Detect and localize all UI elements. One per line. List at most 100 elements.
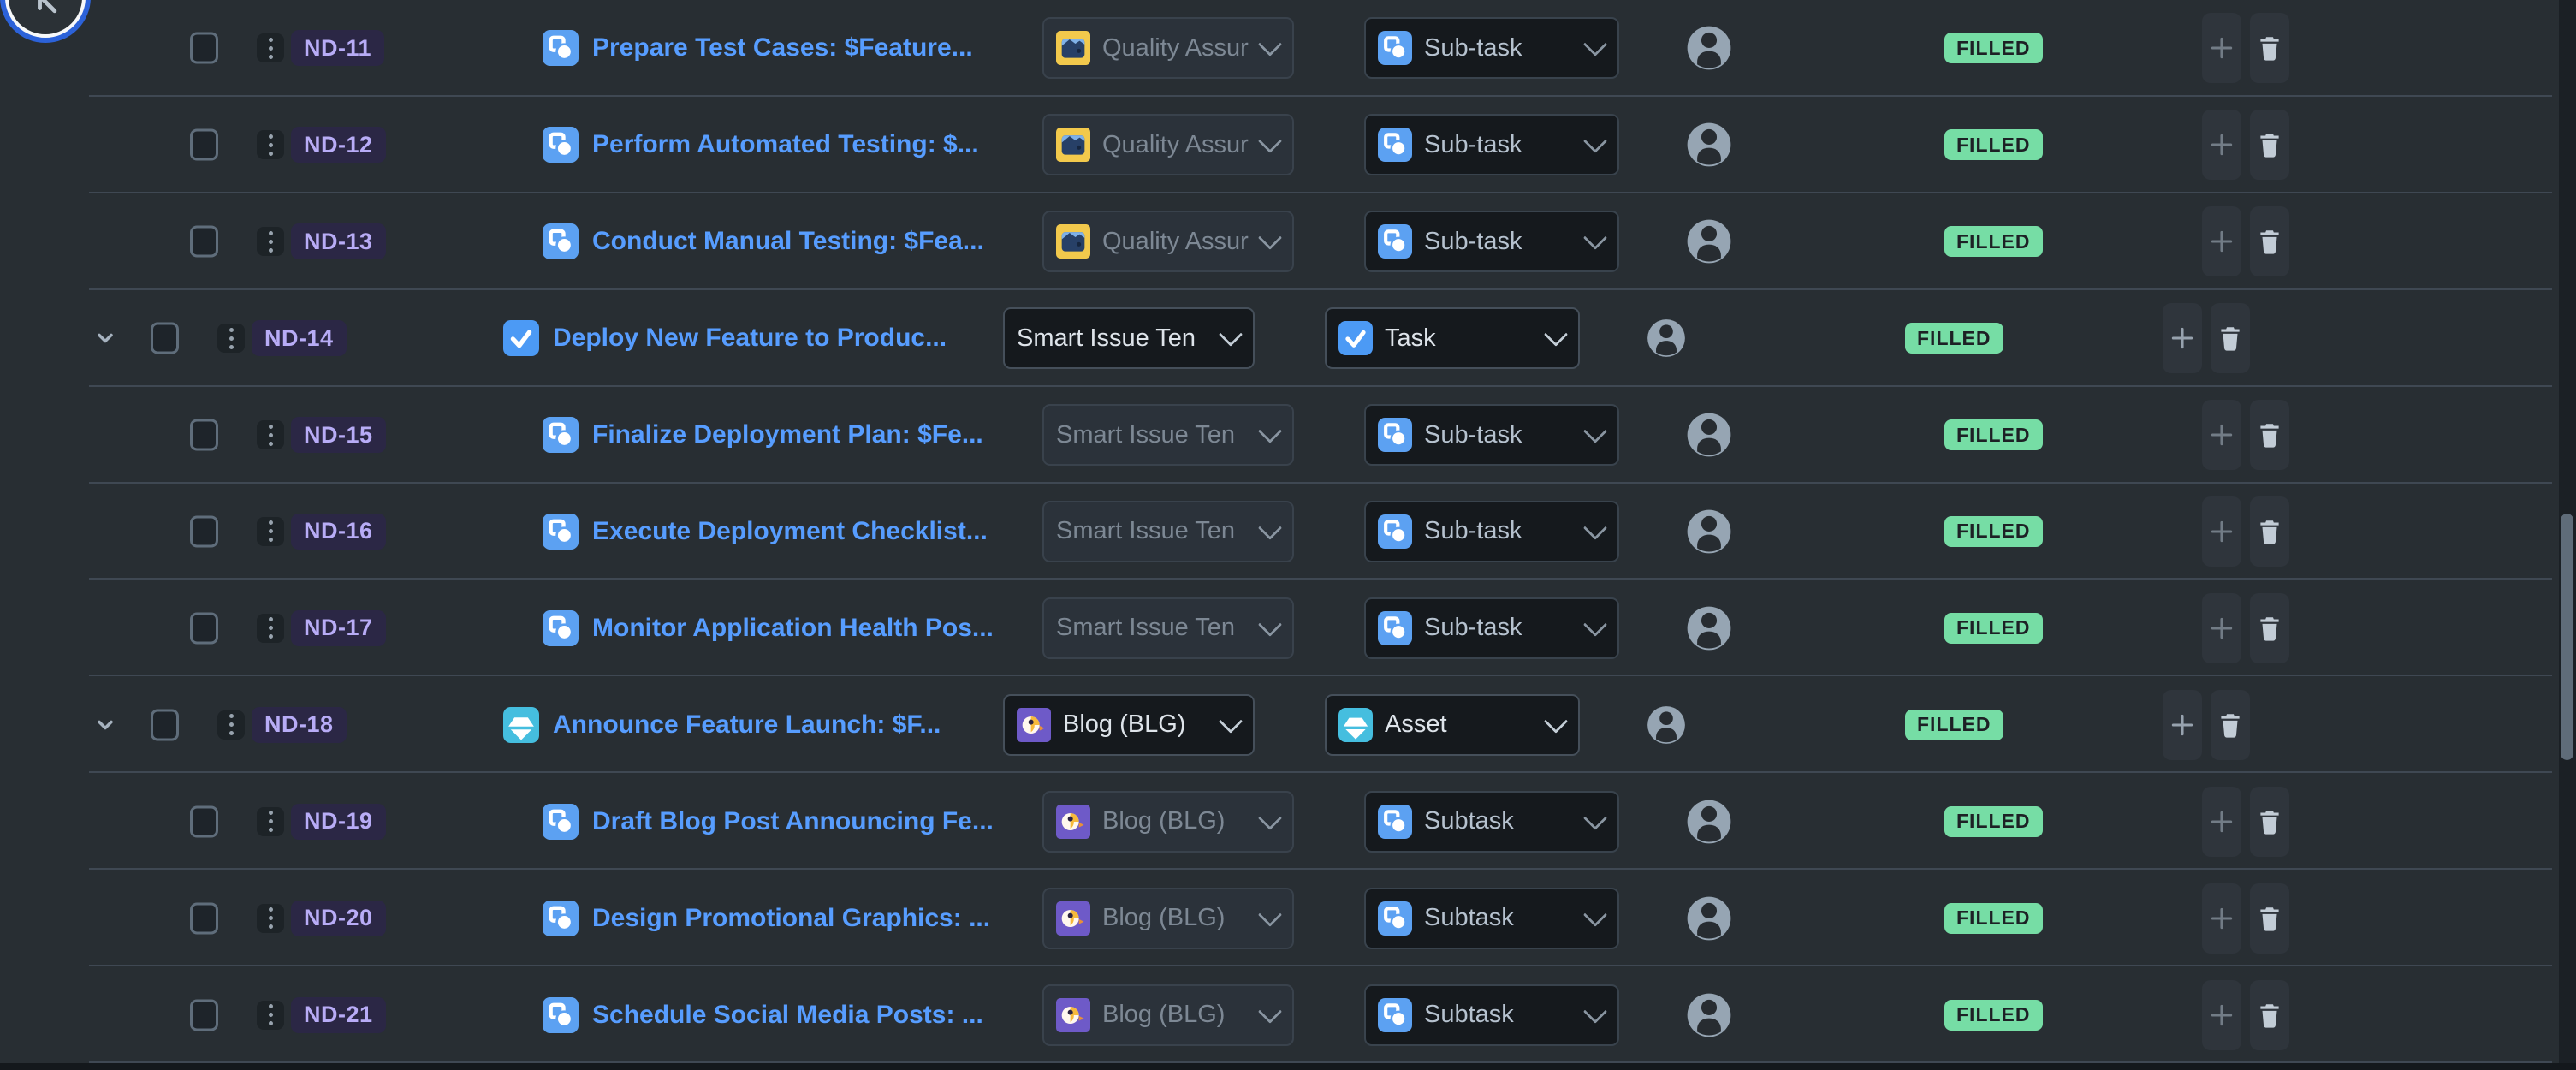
issue-type-select[interactable]: Asset — [1325, 693, 1580, 756]
delete-row-button[interactable] — [2250, 786, 2289, 857]
issue-title-link[interactable]: Perform Automated Testing: $... — [592, 130, 979, 159]
delete-row-button[interactable] — [2250, 13, 2289, 84]
add-subtask-button[interactable] — [2202, 979, 2241, 1050]
drag-handle-icon[interactable] — [257, 613, 284, 643]
assignee-avatar[interactable] — [1684, 217, 1734, 266]
issue-type-select[interactable]: Sub-task — [1364, 17, 1619, 80]
issue-type-select[interactable]: Sub-task — [1364, 597, 1619, 659]
add-subtask-button[interactable] — [2163, 303, 2202, 374]
project-select[interactable]: Quality Assur — [1042, 17, 1294, 80]
assignee-avatar[interactable] — [1684, 120, 1734, 169]
row-select-checkbox[interactable] — [190, 515, 218, 548]
assignee-avatar[interactable] — [1684, 410, 1734, 460]
issue-title-link[interactable]: Finalize Deployment Plan: $Fe... — [592, 420, 983, 449]
drag-handle-icon[interactable] — [217, 324, 245, 354]
issue-type-select[interactable]: Task — [1325, 307, 1580, 370]
assignee-avatar[interactable] — [1684, 990, 1734, 1040]
issue-type-select[interactable]: Sub-task — [1364, 211, 1619, 273]
row-select-checkbox[interactable] — [151, 709, 179, 741]
assignee-avatar[interactable] — [1684, 23, 1734, 73]
issue-key-link[interactable]: ND-19 — [291, 803, 386, 840]
drag-handle-icon[interactable] — [257, 420, 284, 450]
issue-key-link[interactable]: ND-12 — [291, 127, 386, 163]
drag-handle-icon[interactable] — [257, 227, 284, 257]
drag-handle-icon[interactable] — [257, 516, 284, 546]
drag-handle-icon[interactable] — [257, 33, 284, 63]
row-select-checkbox[interactable] — [190, 225, 218, 258]
project-select[interactable]: Blog (BLG) — [1003, 693, 1255, 756]
delete-row-button[interactable] — [2250, 496, 2289, 567]
row-expand-chevron-down-icon[interactable] — [92, 712, 118, 738]
drag-handle-icon[interactable] — [257, 903, 284, 933]
issue-key-link[interactable]: ND-14 — [252, 320, 347, 357]
issue-type-select[interactable]: Subtask — [1364, 984, 1619, 1046]
delete-row-button[interactable] — [2250, 400, 2289, 471]
issue-title-link[interactable]: Schedule Social Media Posts: ... — [592, 1000, 983, 1029]
issue-title-link[interactable]: Monitor Application Health Pos... — [592, 613, 994, 642]
issue-title-link[interactable]: Announce Feature Launch: $F... — [553, 710, 941, 739]
delete-row-button[interactable] — [2250, 110, 2289, 181]
row-select-checkbox[interactable] — [190, 32, 218, 64]
row-select-checkbox[interactable] — [151, 322, 179, 354]
project-select[interactable]: Quality Assur — [1042, 114, 1294, 176]
delete-row-button[interactable] — [2250, 592, 2289, 663]
issue-type-select[interactable]: Sub-task — [1364, 114, 1619, 176]
issue-type-select[interactable]: Subtask — [1364, 790, 1619, 853]
drag-handle-icon[interactable] — [257, 1000, 284, 1030]
issue-key-link[interactable]: ND-17 — [291, 609, 386, 646]
assignee-avatar[interactable] — [1684, 797, 1734, 847]
assignee-avatar[interactable] — [1684, 603, 1734, 653]
drag-handle-icon[interactable] — [257, 806, 284, 836]
add-subtask-button[interactable] — [2202, 496, 2241, 567]
issue-key-link[interactable]: ND-21 — [291, 996, 386, 1033]
project-select[interactable]: Blog (BLG) — [1042, 887, 1294, 949]
issue-title-link[interactable]: Execute Deployment Checklist... — [592, 516, 988, 545]
project-select[interactable]: Smart Issue Ten — [1003, 307, 1255, 370]
add-subtask-button[interactable] — [2202, 786, 2241, 857]
row-select-checkbox[interactable] — [190, 612, 218, 645]
issue-title-link[interactable]: Design Promotional Graphics: ... — [592, 903, 991, 932]
issue-key-link[interactable]: ND-11 — [291, 30, 385, 67]
row-select-checkbox[interactable] — [190, 999, 218, 1031]
row-select-checkbox[interactable] — [190, 805, 218, 838]
issue-type-select[interactable]: Sub-task — [1364, 500, 1619, 562]
project-select[interactable]: Smart Issue Ten — [1042, 404, 1294, 467]
add-subtask-button[interactable] — [2202, 110, 2241, 181]
issue-title-link[interactable]: Prepare Test Cases: $Feature... — [592, 33, 973, 62]
assignee-avatar[interactable] — [1645, 704, 1688, 746]
delete-row-button[interactable] — [2250, 206, 2289, 277]
row-select-checkbox[interactable] — [190, 902, 218, 935]
add-subtask-button[interactable] — [2202, 592, 2241, 663]
add-subtask-button[interactable] — [2163, 689, 2202, 760]
issue-title-link[interactable]: Conduct Manual Testing: $Fea... — [592, 227, 984, 256]
issue-key-link[interactable]: ND-20 — [291, 900, 386, 936]
issue-key-link[interactable]: ND-18 — [252, 706, 347, 743]
assignee-avatar[interactable] — [1684, 507, 1734, 556]
row-select-checkbox[interactable] — [190, 419, 218, 451]
drag-handle-icon[interactable] — [257, 130, 284, 160]
issue-key-link[interactable]: ND-13 — [291, 223, 386, 260]
add-subtask-button[interactable] — [2202, 883, 2241, 954]
delete-row-button[interactable] — [2211, 303, 2250, 374]
add-subtask-button[interactable] — [2202, 13, 2241, 84]
delete-row-button[interactable] — [2250, 883, 2289, 954]
project-select[interactable]: Blog (BLG) — [1042, 790, 1294, 853]
project-select[interactable]: Quality Assur — [1042, 211, 1294, 273]
issue-type-select[interactable]: Subtask — [1364, 887, 1619, 949]
project-select[interactable]: Blog (BLG) — [1042, 984, 1294, 1046]
assignee-avatar[interactable] — [1684, 894, 1734, 943]
delete-row-button[interactable] — [2211, 689, 2250, 760]
row-select-checkbox[interactable] — [190, 128, 218, 161]
assignee-avatar[interactable] — [1645, 317, 1688, 360]
add-subtask-button[interactable] — [2202, 400, 2241, 471]
issue-key-link[interactable]: ND-16 — [291, 513, 386, 550]
issue-type-select[interactable]: Sub-task — [1364, 404, 1619, 467]
issue-key-link[interactable]: ND-15 — [291, 417, 386, 454]
issue-title-link[interactable]: Draft Blog Post Announcing Fe... — [592, 806, 994, 835]
project-select[interactable]: Smart Issue Ten — [1042, 500, 1294, 562]
add-subtask-button[interactable] — [2202, 206, 2241, 277]
vertical-scrollbar-thumb[interactable] — [2561, 514, 2573, 760]
issue-title-link[interactable]: Deploy New Feature to Produc... — [553, 324, 947, 353]
project-select[interactable]: Smart Issue Ten — [1042, 597, 1294, 659]
delete-row-button[interactable] — [2250, 979, 2289, 1050]
